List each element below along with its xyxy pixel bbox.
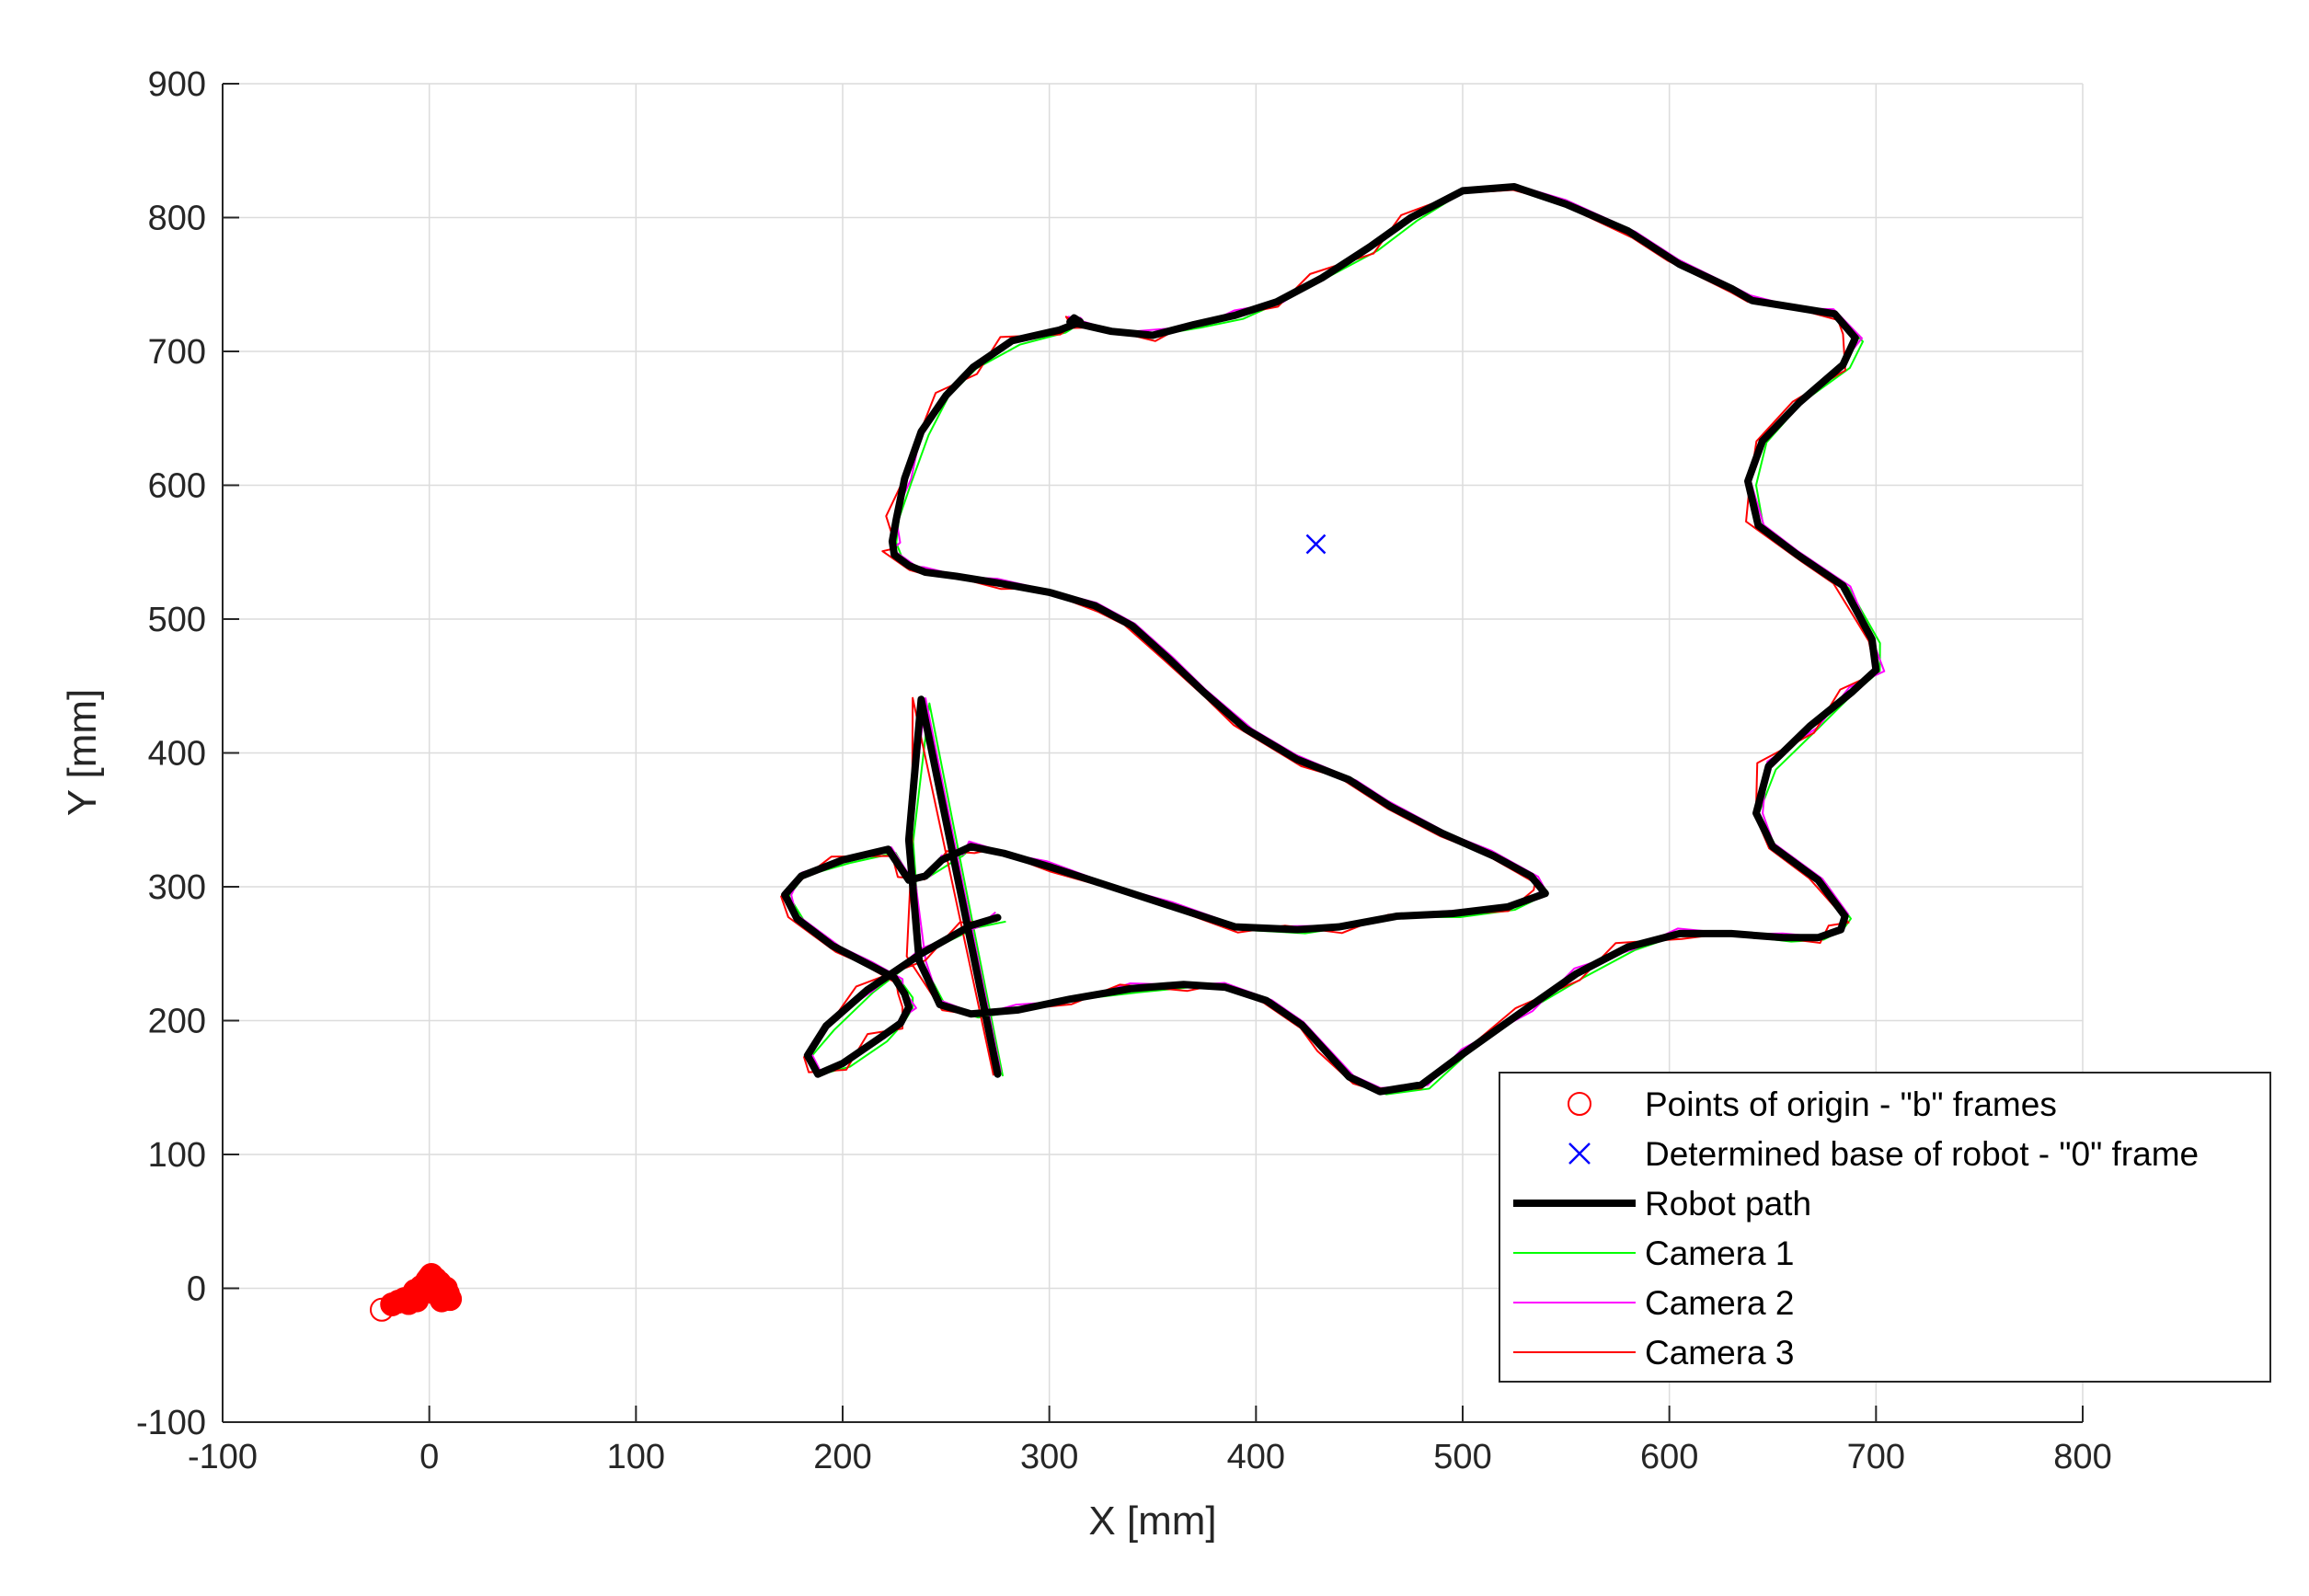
- legend-camera1-label: Camera 1: [1645, 1234, 1794, 1272]
- x-tick-label: 700: [1847, 1438, 1905, 1476]
- y-tick-label: 600: [148, 467, 206, 506]
- axes: [222, 83, 2084, 1423]
- x-axis-title: X [mm]: [1088, 1498, 1216, 1544]
- y-tick-label: 500: [148, 601, 206, 639]
- x-tick-label: 300: [1020, 1438, 1078, 1476]
- legend: Points of origin - "b" frames Determined…: [1499, 1072, 2271, 1383]
- y-tick-label: 200: [148, 1003, 206, 1041]
- x-tick-label: 0: [419, 1438, 439, 1476]
- x-tick-label: 500: [1433, 1438, 1491, 1476]
- y-tick-label: 300: [148, 868, 206, 907]
- legend-base-label: Determined base of robot - "0" frame: [1645, 1135, 2199, 1173]
- legend-box: [1499, 1072, 2271, 1383]
- legend-robot-path-label: Robot path: [1645, 1185, 1811, 1223]
- legend-base-marker: [1568, 1142, 1591, 1165]
- x-tick-label: 100: [607, 1438, 665, 1476]
- base-point: [1305, 534, 1327, 555]
- origin-point: [433, 1276, 458, 1301]
- y-tick-label: 900: [148, 65, 206, 104]
- legend-origin-marker: [1568, 1092, 1591, 1116]
- series-layer: [369, 183, 1886, 1322]
- legend-camera2-label: Camera 2: [1645, 1284, 1794, 1322]
- y-tick-label: 800: [148, 200, 206, 238]
- x-tick-label: 200: [813, 1438, 871, 1476]
- y-tick-label: -100: [136, 1404, 206, 1442]
- x-tick-label: -100: [188, 1438, 258, 1476]
- y-tick-label: 400: [148, 735, 206, 774]
- y-tick-label: 0: [187, 1270, 206, 1309]
- y-tick-label: 100: [148, 1136, 206, 1175]
- y-tick-label: 700: [148, 333, 206, 372]
- y-axis-title: Y [mm]: [60, 689, 105, 817]
- tick-labels: -100 0 100 200 300 400 500 600 700 800 -100 0 100 200…: [136, 65, 2112, 1476]
- legend-origin-label: Points of origin - "b" frames: [1645, 1085, 2057, 1123]
- robot-path-line: [781, 183, 1880, 1096]
- x-tick-label: 400: [1227, 1438, 1285, 1476]
- legend-camera3-label: Camera 3: [1645, 1334, 1794, 1372]
- x-tick-label: 800: [2053, 1438, 2111, 1476]
- x-tick-label: 600: [1640, 1438, 1698, 1476]
